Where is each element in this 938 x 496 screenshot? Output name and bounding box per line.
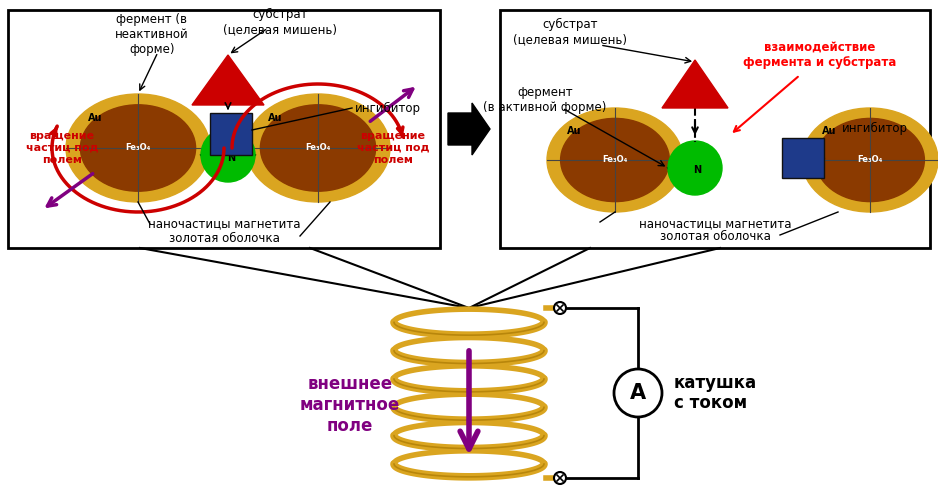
- Ellipse shape: [66, 94, 210, 202]
- Ellipse shape: [816, 119, 925, 201]
- Text: Au: Au: [87, 113, 102, 124]
- Text: Fe₃O₄: Fe₃O₄: [857, 156, 883, 165]
- Text: N: N: [227, 153, 235, 163]
- Text: взаимодействие
фермента и субстрата: взаимодействие фермента и субстрата: [743, 41, 897, 69]
- Text: фермент
(в активной форме): фермент (в активной форме): [483, 86, 607, 114]
- Ellipse shape: [246, 94, 390, 202]
- Text: фермент (в
неактивной
форме): фермент (в неактивной форме): [115, 13, 189, 57]
- Ellipse shape: [561, 119, 670, 201]
- Text: катушка
с током: катушка с током: [674, 373, 757, 412]
- Circle shape: [554, 472, 566, 484]
- Text: Au: Au: [267, 113, 282, 124]
- FancyBboxPatch shape: [210, 113, 252, 155]
- Text: ингибитор: ингибитор: [355, 102, 421, 115]
- Text: вращение
частиц под
полем: вращение частиц под полем: [356, 131, 430, 165]
- Text: внешнее
магнитное
поле: внешнее магнитное поле: [300, 375, 401, 435]
- Ellipse shape: [547, 108, 683, 212]
- Text: субстрат
(целевая мишень): субстрат (целевая мишень): [223, 8, 337, 36]
- Text: Au: Au: [822, 126, 837, 136]
- Text: Fe₃O₄: Fe₃O₄: [305, 143, 331, 152]
- Text: наночастицы магнетита: наночастицы магнетита: [639, 218, 792, 231]
- Text: наночастицы магнетита: наночастицы магнетита: [148, 218, 300, 231]
- Text: N: N: [693, 165, 701, 175]
- Text: Fe₃O₄: Fe₃O₄: [602, 156, 628, 165]
- Ellipse shape: [668, 141, 722, 195]
- Ellipse shape: [802, 108, 938, 212]
- Polygon shape: [192, 55, 264, 105]
- FancyBboxPatch shape: [782, 138, 824, 178]
- FancyBboxPatch shape: [8, 10, 440, 248]
- FancyBboxPatch shape: [500, 10, 930, 248]
- Polygon shape: [662, 60, 728, 108]
- Ellipse shape: [81, 105, 196, 191]
- Text: субстрат
(целевая мишень): субстрат (целевая мишень): [513, 18, 627, 46]
- Text: золотая оболочка: золотая оболочка: [659, 231, 770, 244]
- Text: золотая оболочка: золотая оболочка: [169, 232, 280, 245]
- Ellipse shape: [201, 128, 255, 182]
- Text: ингибитор: ингибитор: [842, 122, 908, 134]
- FancyArrow shape: [448, 103, 490, 155]
- Text: A: A: [630, 383, 646, 403]
- Text: Fe₃O₄: Fe₃O₄: [126, 143, 151, 152]
- Circle shape: [614, 369, 662, 417]
- Text: вращение
частиц под
полем: вращение частиц под полем: [25, 131, 98, 165]
- Ellipse shape: [261, 105, 375, 191]
- Text: Au: Au: [567, 126, 582, 136]
- Circle shape: [554, 302, 566, 314]
